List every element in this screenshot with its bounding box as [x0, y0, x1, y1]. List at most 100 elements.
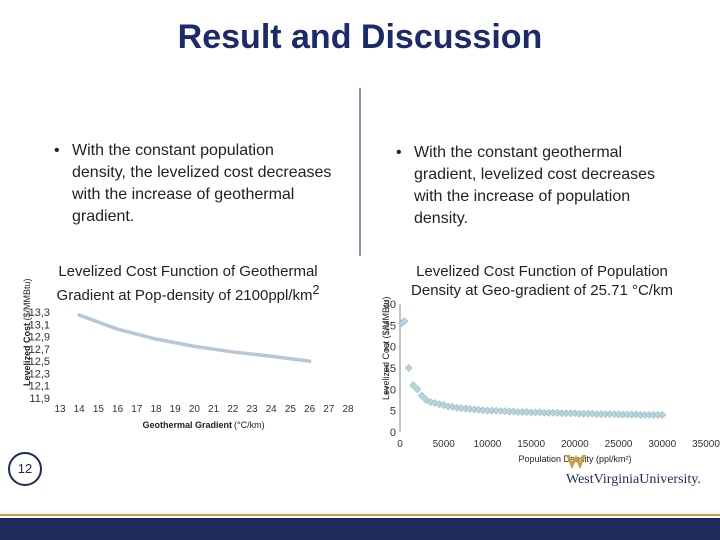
chart1-x-tick-label: 15 — [93, 404, 105, 415]
chart2-data-point — [597, 410, 606, 419]
chart2-data-point — [636, 410, 645, 419]
chart2-x-tick-label: 20000 — [561, 439, 589, 450]
chart2-data-point — [627, 410, 636, 419]
chart1-x-tick-label: 27 — [323, 404, 335, 415]
chart2-x-tick-label: 30000 — [648, 439, 676, 450]
chart1-x-tick-label: 20 — [189, 404, 201, 415]
chart2-data-point — [544, 408, 553, 417]
chart1-x-tick-label: 16 — [112, 404, 124, 415]
university-logo: WestVirginiaUniversity. — [566, 455, 716, 487]
chart2-data-point — [514, 407, 522, 416]
bullet-dot-icon: • — [54, 142, 60, 159]
bullet-right-text: With the constant geothermal gradient, l… — [414, 144, 656, 227]
chart2-y-tick-label: 20 — [384, 342, 396, 354]
chart1-y-tick-label: 12,9 — [29, 332, 50, 344]
chart2-y-tick-label: 0 — [390, 427, 396, 439]
chart2-data-point — [549, 408, 557, 417]
footer-bar — [0, 518, 720, 540]
chart1-y-axis-title: Levelized Cost ($/MMBtu) — [22, 278, 32, 386]
chart2-data-point — [518, 407, 527, 416]
slide-title: Result and Discussion — [177, 18, 543, 56]
chart2-data-point — [605, 410, 614, 419]
bullet-left: • With the constant population density, … — [54, 140, 332, 228]
chart2-data-point — [623, 410, 632, 419]
chart2-data-point — [618, 410, 627, 419]
logo-text: WestVirginiaUniversity. — [566, 472, 701, 487]
chart2-y-tick-label: 15 — [384, 363, 396, 375]
chart2-data-point — [483, 406, 492, 415]
chart2-data-point — [649, 410, 658, 419]
chart2-data-point — [645, 410, 654, 419]
chart1-title: Levelized Cost Function of Geothermal Gr… — [38, 262, 338, 305]
column-divider — [359, 88, 361, 256]
chart1-x-axis-unit: (°C/km) — [234, 420, 265, 430]
chart1-x-tick-label: 17 — [131, 404, 143, 415]
chart2-data-point — [658, 410, 667, 419]
chart2-data-point — [640, 410, 649, 419]
chart1-x-tick-label: 22 — [227, 404, 239, 415]
chart2-y-axis-label: Levelized Cost ($/MMBtu) — [381, 296, 391, 400]
chart1-x-tick-label: 25 — [285, 404, 297, 415]
chart1-x-tick-label: 24 — [266, 404, 278, 415]
chart2-data-point — [400, 317, 409, 326]
chart2-data-point — [575, 409, 584, 418]
chart1-y-tick-label: 12,3 — [29, 368, 50, 380]
chart1-y-tick-label: 11,9 — [29, 393, 50, 405]
chart2-data-point — [579, 409, 588, 418]
chart2-data-point — [527, 408, 536, 417]
chart1-y-axis-unit: ($/MMBtu) — [22, 278, 32, 323]
chart1-title-superscript: 2 — [312, 283, 320, 297]
chart1-x-tick-label: 23 — [246, 404, 258, 415]
chart1-x-tick-label: 13 — [54, 404, 66, 415]
chart2-data-point — [592, 410, 601, 419]
chart2-x-tick-label: 5000 — [433, 439, 456, 450]
chart2-data-point — [531, 408, 540, 417]
chart2-y-tick-label: 25 — [384, 320, 396, 332]
chart2-data-point — [417, 391, 426, 400]
bullet-right: • With the constant geothermal gradient,… — [396, 142, 676, 230]
bullet-dot-icon: • — [396, 144, 402, 161]
chart2-data-point — [562, 409, 571, 418]
chart1-title-text: Levelized Cost Function of Geothermal Gr… — [56, 263, 318, 304]
chart2-data-point — [404, 364, 413, 372]
chart2-y-tick-label: 10 — [384, 384, 396, 396]
chart2-data-point — [505, 407, 514, 416]
chart2-x-tick-label: 35000 — [692, 439, 720, 450]
chart1-x-tick-label: 26 — [304, 404, 316, 415]
chart1-series-line — [77, 313, 312, 363]
bullet-left-text: With the constant population density, th… — [72, 142, 332, 225]
chart2-data-point — [540, 408, 549, 417]
chart2-x-tick-label: 15000 — [517, 439, 545, 450]
chart2-x-tick-label: 10000 — [474, 439, 502, 450]
chart1-y-tick-label: 12,7 — [29, 344, 50, 356]
chart1-y-tick-label: 13,3 — [29, 307, 50, 319]
chart2-data-point — [584, 409, 592, 418]
chart2-x-tick-label: 0 — [397, 439, 403, 450]
chart1-x-tick-label: 28 — [342, 404, 354, 415]
chart2-data-point — [409, 381, 418, 390]
chart2-data-point — [496, 407, 505, 416]
chart1-x-tick-label: 19 — [170, 404, 182, 415]
chart2-data-point — [557, 409, 566, 418]
chart2-data-point — [413, 385, 422, 394]
chart2-data-point — [653, 410, 662, 419]
chart1-y-tick-label: 12,1 — [29, 381, 50, 393]
chart1-x-tick-label: 18 — [150, 404, 162, 415]
chart2-y-tick-label: 5 — [390, 406, 396, 418]
page-number: 12 — [8, 452, 42, 486]
chart2-data-point — [601, 410, 610, 419]
flying-wv-logo-icon — [566, 455, 586, 469]
footer-accent-line — [0, 514, 720, 516]
chart2-data-point — [614, 410, 623, 419]
chart1-x-tick-label: 14 — [74, 404, 86, 415]
chart1-y-tick-label: 12,5 — [29, 356, 50, 368]
chart2-x-tick-label: 25000 — [605, 439, 633, 450]
chart1-x-tick-label: 21 — [208, 404, 220, 415]
chart1-y-tick-label: 13,1 — [29, 319, 50, 331]
chart1-x-axis-label: Geothermal Gradient — [142, 420, 232, 430]
chart2-data-point — [487, 406, 496, 415]
chart2-y-tick-label: 30 — [384, 299, 396, 311]
chart1-y-axis-label: Levelized Cost — [22, 323, 32, 386]
